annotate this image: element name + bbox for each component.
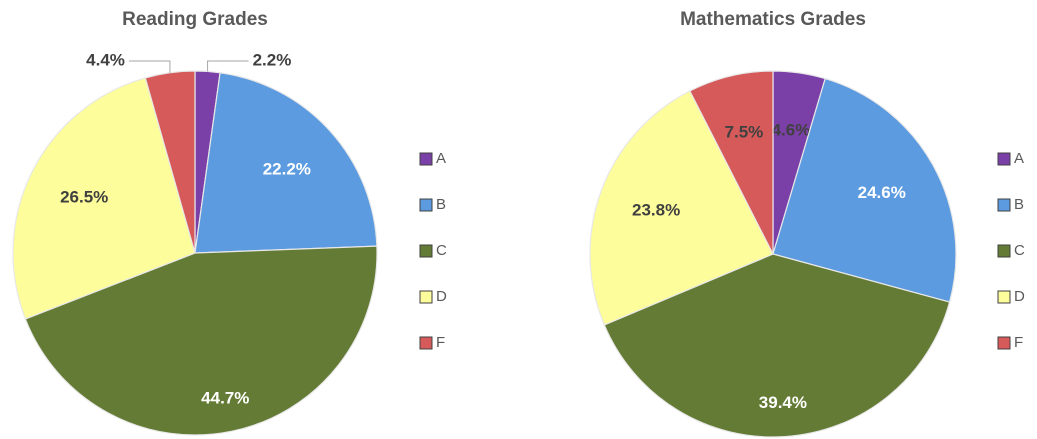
chart-title: Reading Grades xyxy=(122,9,268,30)
pie-slice xyxy=(144,70,196,254)
legend-swatch xyxy=(419,244,433,258)
data-label: 22.2% xyxy=(263,159,311,178)
pie-slice xyxy=(12,77,196,320)
legend-label: A xyxy=(1014,150,1024,167)
pie-slice xyxy=(194,72,378,254)
pie-slice xyxy=(24,245,378,436)
legend-swatch xyxy=(997,244,1011,258)
legend-label: F xyxy=(436,334,445,351)
data-label: 39.4% xyxy=(759,393,807,412)
data-label: 2.2% xyxy=(253,50,292,69)
legend-label: B xyxy=(1014,196,1024,213)
data-label: 4.4% xyxy=(86,50,125,69)
legend-label: C xyxy=(436,242,447,259)
legend-label: F xyxy=(1014,334,1023,351)
data-label: 23.8% xyxy=(632,201,680,220)
data-label: 7.5% xyxy=(725,122,764,141)
pie-slice xyxy=(689,70,774,255)
leader-line xyxy=(207,60,249,72)
pie-slice xyxy=(589,90,774,326)
data-label: 24.6% xyxy=(858,183,906,202)
legend-swatch xyxy=(997,336,1011,350)
legend-swatch xyxy=(419,198,433,212)
legend-swatch xyxy=(997,290,1011,304)
legend-swatch xyxy=(997,198,1011,212)
pie-slice xyxy=(772,77,957,303)
legend-label: B xyxy=(436,196,446,213)
legend-swatch xyxy=(419,290,433,304)
legend-swatch xyxy=(419,336,433,350)
legend-label: D xyxy=(436,288,447,305)
legend-label: D xyxy=(1014,288,1025,305)
legend-label: A xyxy=(436,150,446,167)
legend-swatch xyxy=(997,152,1011,166)
chart-title: Mathematics Grades xyxy=(680,9,866,30)
pie-slice xyxy=(603,253,951,438)
data-label: 4.6% xyxy=(772,120,811,139)
legend-label: C xyxy=(1014,242,1025,259)
data-label: 44.7% xyxy=(201,389,249,408)
legend-swatch xyxy=(419,152,433,166)
leader-line xyxy=(128,60,171,73)
data-label: 26.5% xyxy=(60,187,108,206)
